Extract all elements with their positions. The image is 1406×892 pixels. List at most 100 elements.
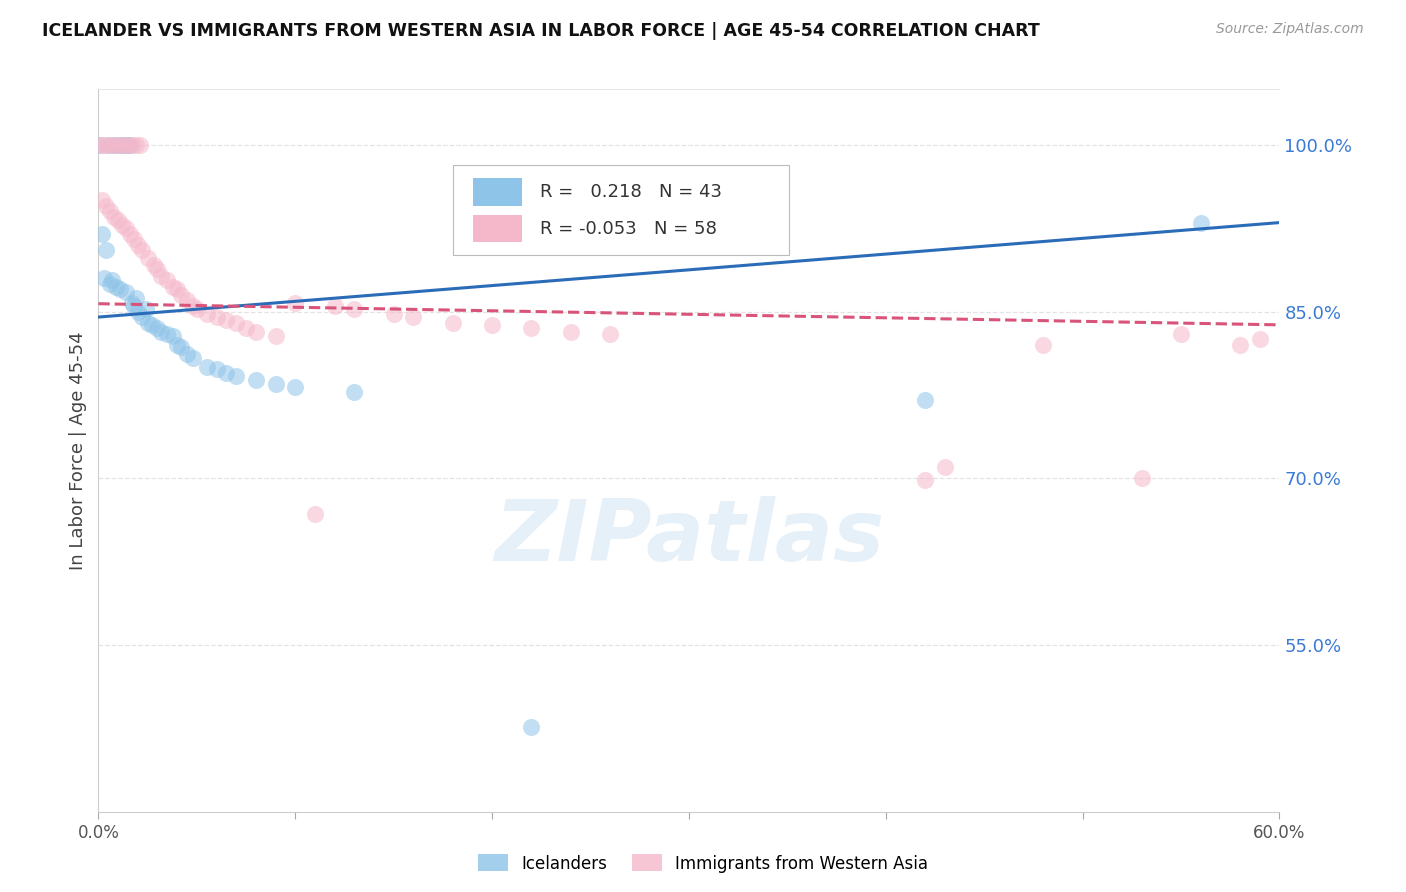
Point [146,262,169,277]
Point [115,285,138,299]
Point [98,204,121,219]
Point [108,282,131,296]
Point [122,299,145,313]
Point [101,137,124,152]
Point [122,232,145,246]
Point [103,137,125,152]
Point [141,318,163,332]
Point [1229,338,1251,352]
Point [166,282,188,296]
Point [125,291,148,305]
Point [121,295,143,310]
Point [91,227,114,241]
Point [115,221,138,235]
Point [481,318,503,332]
Point [93,137,115,152]
Point [162,280,184,294]
Point [135,302,157,317]
Point [225,369,247,384]
Point [146,321,169,335]
Point [170,288,193,302]
Point [156,273,179,287]
Point [166,338,188,352]
Point [105,137,128,152]
Point [205,310,228,324]
Point [97,137,120,152]
Point [128,137,150,152]
Point [112,137,135,152]
Point [304,507,326,521]
Point [118,137,141,152]
Point [127,304,149,318]
Point [98,277,121,291]
FancyBboxPatch shape [472,215,523,243]
Point [215,366,238,380]
Point [245,373,267,387]
Point [101,273,124,287]
Point [136,316,159,330]
Point [176,347,198,361]
Text: R =   0.218   N = 43: R = 0.218 N = 43 [540,183,723,201]
Point [91,194,114,208]
Point [121,137,143,152]
Point [1249,332,1271,346]
Point [117,137,139,152]
Point [934,460,956,475]
Point [1170,326,1192,341]
Y-axis label: In Labor Force | Age 45-54: In Labor Force | Age 45-54 [69,331,87,570]
Point [142,258,165,272]
Text: R = -0.053   N = 58: R = -0.053 N = 58 [540,219,717,237]
Point [112,137,135,152]
Point [93,271,115,285]
Point [111,137,134,152]
Legend: Icelanders, Immigrants from Western Asia: Icelanders, Immigrants from Western Asia [471,847,935,880]
Text: ICELANDER VS IMMIGRANTS FROM WESTERN ASIA IN LABOR FORCE | AGE 45-54 CORRELATION: ICELANDER VS IMMIGRANTS FROM WESTERN ASI… [42,22,1040,40]
Point [264,329,287,343]
Point [96,244,118,258]
Point [107,137,129,152]
Point [382,307,405,321]
Point [402,310,425,324]
Point [97,137,120,152]
Point [150,325,173,339]
Point [89,137,111,152]
Point [914,393,936,408]
Point [176,293,198,308]
Point [186,302,208,317]
Point [215,313,238,327]
Point [195,360,218,375]
Point [245,325,267,339]
Point [105,280,128,294]
Point [343,384,366,399]
Point [111,218,134,232]
Point [284,295,307,310]
Point [181,299,204,313]
Point [195,307,218,321]
Point [107,213,129,227]
Point [914,474,936,488]
Text: ZIPatlas: ZIPatlas [494,496,884,579]
Point [599,326,621,341]
Point [96,199,118,213]
Point [150,268,173,283]
Point [162,329,184,343]
FancyBboxPatch shape [472,178,523,206]
Point [1189,216,1212,230]
Point [1130,471,1153,485]
Point [103,210,125,224]
Point [284,380,307,394]
Point [323,299,346,313]
Point [170,340,193,354]
Point [441,316,464,330]
Point [520,321,543,335]
Point [181,351,204,366]
Point [235,321,257,335]
Point [520,720,543,734]
Point [108,137,131,152]
Text: Source: ZipAtlas.com: Source: ZipAtlas.com [1216,22,1364,37]
Point [89,137,111,152]
Point [560,325,582,339]
Point [117,137,139,152]
Point [205,362,228,376]
Point [127,237,149,252]
